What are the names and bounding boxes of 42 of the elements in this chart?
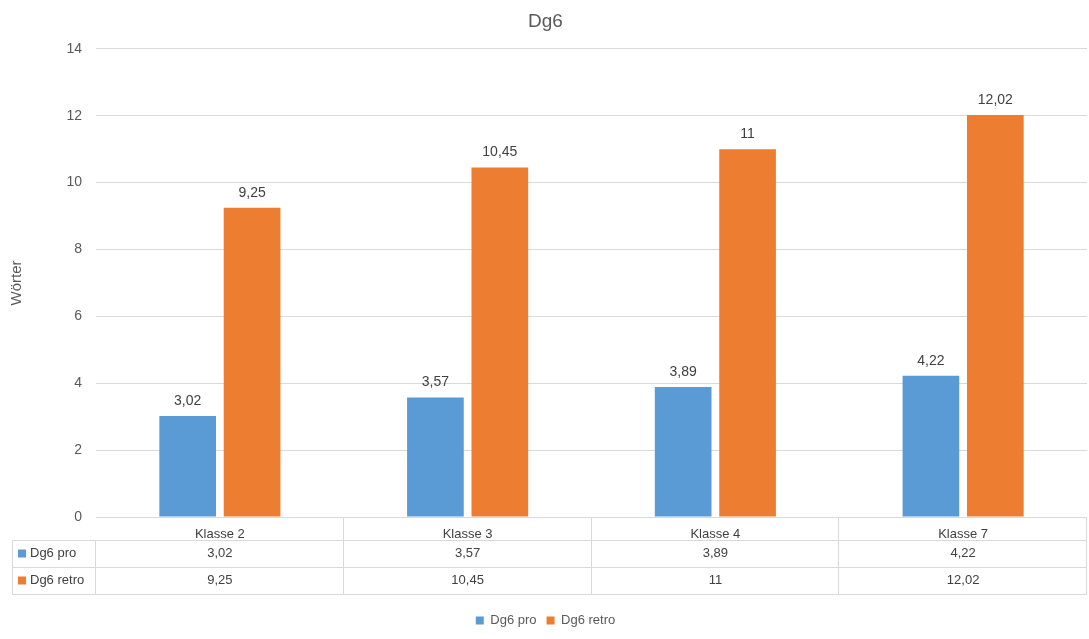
legend-label: Dg6 retro — [561, 612, 616, 628]
x-tick-label: Klasse 7 — [938, 526, 989, 542]
text: 11 — [740, 124, 755, 141]
text: 3,89 — [669, 362, 697, 379]
data-label: 9,25 — [207, 572, 233, 588]
data-label: 3,02 — [207, 545, 233, 561]
x-tick-label: Klasse 2 — [194, 526, 245, 542]
bar — [966, 115, 1024, 517]
y-tick-label: 14 — [66, 39, 83, 56]
bar — [471, 167, 529, 517]
text: 3,57 — [421, 373, 450, 390]
bar — [719, 149, 776, 517]
data-label: 12,02 — [946, 572, 980, 588]
text: Dg6 pro — [490, 612, 537, 628]
chart-title: Dg6 — [528, 9, 563, 31]
legend-label: Dg6 pro — [30, 545, 77, 561]
y-tick-label: 10 — [66, 173, 83, 190]
x-tick-label: Klasse 3 — [442, 526, 493, 542]
y-axis-title: Wörter — [7, 260, 25, 306]
bar — [407, 397, 464, 517]
y-tick-label: 8 — [74, 240, 83, 257]
text: 3,02 — [174, 391, 202, 408]
bar — [902, 375, 960, 517]
data-label: 11 — [708, 572, 723, 588]
text: 4,22 — [917, 351, 945, 368]
text: 12,02 — [977, 90, 1013, 107]
y-tick-label: 4 — [74, 374, 83, 391]
y-tick-label: 0 — [74, 507, 83, 524]
y-tick-label: 2 — [74, 440, 83, 457]
bar — [654, 386, 712, 517]
bar — [159, 416, 217, 517]
data-label: 4,22 — [950, 545, 976, 561]
data-label: 3,89 — [702, 545, 729, 561]
data-label: 3,57 — [454, 545, 481, 561]
y-tick-label: 6 — [74, 307, 83, 324]
text: 10,45 — [482, 143, 518, 160]
data-label: 10,45 — [451, 572, 484, 588]
text: 9,25 — [238, 183, 266, 200]
text: Dg6 retro — [30, 572, 85, 588]
y-tick-label: 12 — [66, 106, 83, 123]
bar — [223, 207, 281, 517]
x-tick-label: Klasse 4 — [690, 526, 741, 542]
